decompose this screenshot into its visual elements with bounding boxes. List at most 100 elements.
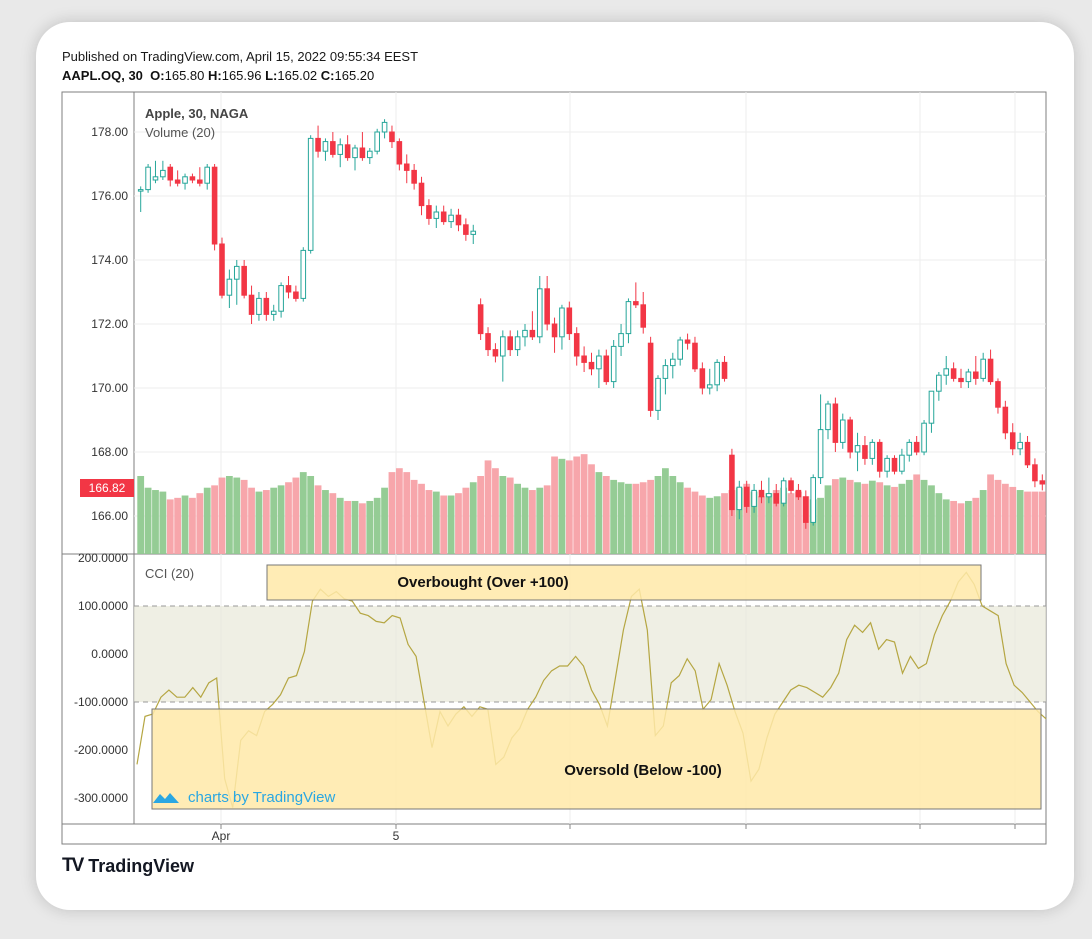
volume-bar: [861, 483, 869, 554]
volume-bar: [676, 482, 684, 554]
open-label: O:: [150, 68, 165, 83]
candle-up: [500, 336, 506, 357]
candle-up: [965, 371, 972, 383]
volume-bar: [950, 500, 958, 554]
volume-bar: [691, 491, 699, 554]
volume-bar: [499, 476, 507, 554]
cci-tick-label: 0.0000: [91, 647, 128, 661]
volume-bar: [410, 479, 418, 554]
volume-bar: [359, 503, 366, 554]
candle-down: [862, 445, 868, 459]
candle-down: [293, 291, 299, 299]
candle-down: [330, 141, 336, 155]
candle-up: [655, 377, 661, 411]
volume-bar: [447, 495, 455, 554]
candle-up: [677, 339, 683, 360]
volume-bar: [987, 474, 994, 554]
cci-band: [134, 605, 1046, 703]
candle-down: [411, 169, 417, 184]
volume-bar: [854, 482, 861, 554]
candle-down: [359, 147, 366, 159]
price-tick-label: 178.00: [91, 125, 128, 139]
volume-bar: [721, 493, 728, 554]
volume-bar: [455, 493, 462, 554]
volume-bar: [240, 479, 248, 554]
volume-bar: [1009, 486, 1017, 554]
volume-bar: [617, 482, 625, 554]
candle-down: [189, 176, 196, 181]
volume-bar: [403, 472, 411, 554]
candle-up: [839, 419, 846, 443]
volume-bar: [277, 485, 285, 554]
cci-line-group: [136, 571, 1047, 808]
tradingview-brand[interactable]: TV TradingView: [62, 855, 194, 877]
volume-bar: [351, 500, 359, 554]
candle-down: [544, 288, 550, 325]
volume-bar: [706, 497, 714, 554]
oversold-box[interactable]: [151, 708, 1042, 810]
candle-up: [884, 457, 890, 472]
volume-bar: [373, 497, 381, 554]
volume-bar: [492, 468, 499, 554]
candle-up: [522, 329, 528, 338]
low-value: 165.02: [277, 68, 318, 83]
candle-down: [263, 297, 270, 315]
candle-down: [440, 211, 447, 223]
volume-bar: [831, 479, 839, 554]
volume-bar: [728, 490, 736, 554]
candle-down: [285, 285, 292, 293]
volume-bar: [336, 497, 344, 554]
volume-bar: [632, 483, 640, 554]
candle-down: [721, 361, 728, 379]
candle-up: [817, 429, 824, 479]
volume-bar: [218, 477, 226, 554]
candle-down: [396, 141, 403, 165]
volume-bar: [654, 476, 662, 554]
close-label: C:: [320, 68, 335, 83]
candle-down: [603, 355, 610, 383]
volume-bar: [1031, 491, 1039, 554]
candle-down: [950, 368, 957, 379]
candle-up: [869, 441, 876, 459]
candle-down: [573, 333, 580, 357]
volume-bar: [322, 490, 329, 554]
volume-bar: [1038, 491, 1046, 554]
candle-up: [300, 249, 307, 299]
candle-down: [426, 205, 432, 219]
candle-up: [381, 121, 388, 133]
volume-bar: [1024, 491, 1031, 554]
volume-bar: [809, 499, 817, 554]
candle-down: [315, 137, 321, 152]
candle-down: [788, 480, 794, 491]
candle-up: [596, 355, 602, 370]
candle-up: [270, 310, 277, 315]
volume-bar: [477, 476, 485, 554]
volume-bar: [159, 491, 167, 554]
candle-down: [344, 144, 351, 159]
candle-down: [241, 265, 247, 296]
candle-down: [758, 489, 765, 498]
candle-down: [699, 368, 706, 389]
volume-bar: [558, 458, 566, 554]
candle-up: [204, 166, 210, 184]
volume-bars: [137, 454, 1046, 554]
candle-up: [226, 278, 233, 296]
candle-down: [507, 336, 513, 351]
volume-bar: [425, 490, 433, 554]
candle-up: [514, 336, 521, 351]
candle-up: [854, 445, 861, 453]
candle-up: [448, 214, 454, 223]
volume-bar: [846, 479, 854, 554]
volume-bar: [536, 487, 544, 554]
candle-down: [1002, 406, 1009, 434]
candle-up: [825, 403, 831, 431]
overbought-box[interactable]: [266, 564, 982, 601]
candle-up: [337, 144, 344, 155]
volume-bar: [285, 482, 292, 554]
candle-down: [588, 361, 595, 370]
volume-bar: [344, 500, 352, 554]
candle-down: [692, 342, 698, 370]
published-line: Published on TradingView.com, April 15, …: [62, 49, 419, 64]
volume-bar: [166, 499, 174, 554]
